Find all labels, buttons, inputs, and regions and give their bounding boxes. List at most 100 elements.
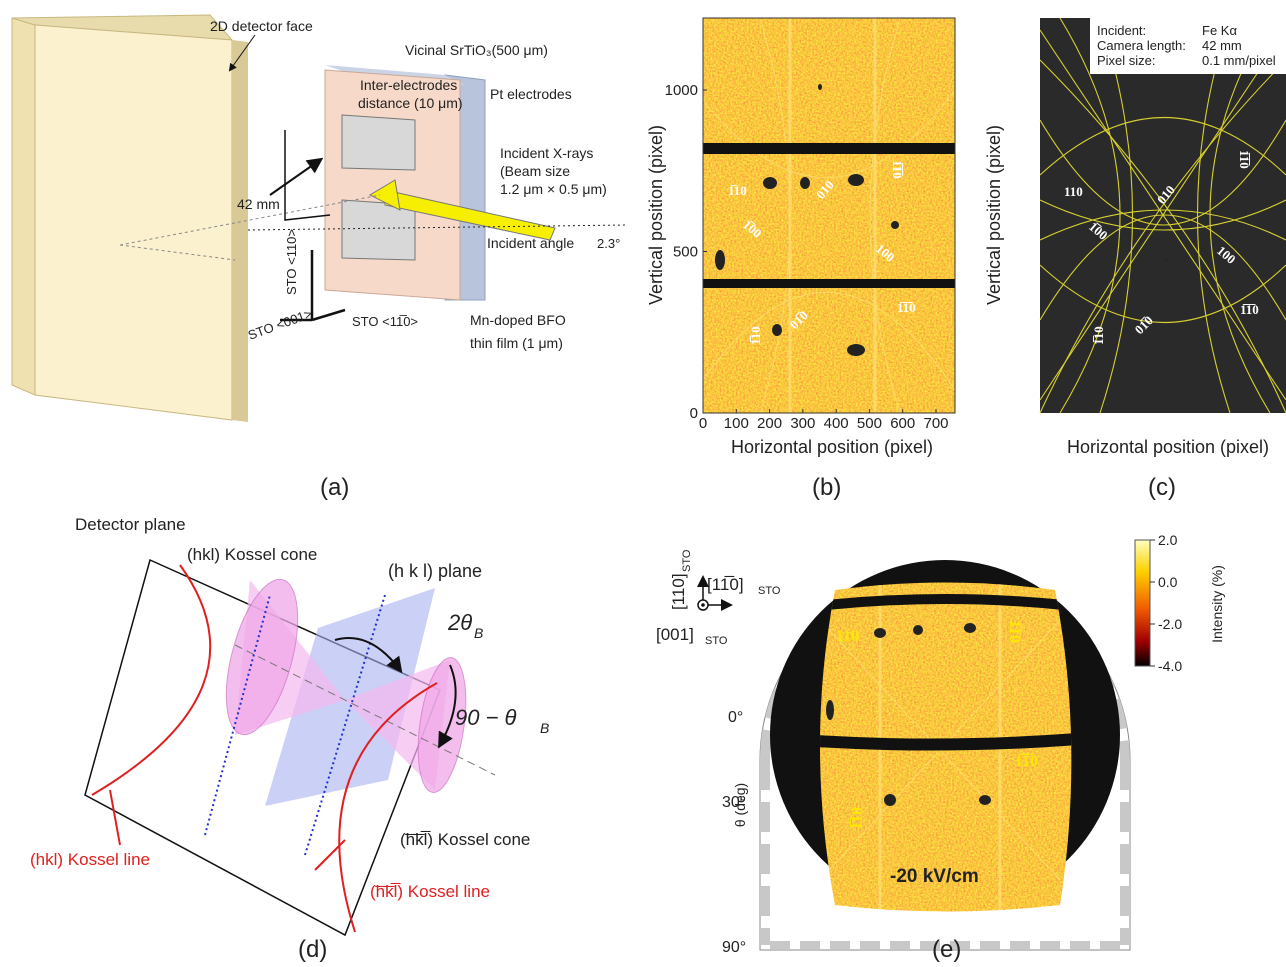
x-tick-label: 300 [790, 415, 815, 432]
label: Pixel size: [1097, 53, 1156, 68]
label: (c) [1148, 474, 1176, 501]
shape [964, 623, 976, 633]
label: Mn-doped BFO [470, 312, 566, 328]
label: 2θ [447, 610, 472, 635]
shape [763, 177, 777, 189]
panel-c: × Incident: Fe Kα Camera length: 42 mm P… [984, 18, 1286, 501]
x-tick-label: 500 [857, 415, 882, 432]
shape [715, 250, 725, 270]
label: (d) [298, 936, 327, 963]
y-tick-label: 1000 [665, 82, 698, 99]
shape [312, 310, 345, 320]
label: (hkl) Kossel cone [187, 545, 317, 564]
x-tick-label: 400 [824, 415, 849, 432]
label: (b) [812, 474, 841, 501]
label: 0° [728, 709, 743, 726]
label: 1̅10 [1006, 620, 1024, 643]
y-tick-label: 500 [673, 244, 698, 261]
label: Horizontal position (pixel) [731, 437, 933, 457]
shape: 2.0 0.0 -2.0 -4.0 [1150, 532, 1182, 674]
panel-a: 2D detector face Vicinal SrTiO₃(500 μm) … [12, 15, 625, 501]
shape [342, 115, 415, 170]
label: 1.2 μm × 0.5 μm) [500, 181, 607, 197]
shape [703, 18, 955, 413]
shape [12, 18, 35, 395]
shape [232, 40, 248, 422]
label: 1̅10 [1091, 326, 1106, 345]
shape [1135, 540, 1150, 666]
figure: 2D detector face Vicinal SrTiO₃(500 μm) … [0, 0, 1286, 967]
label: B [474, 625, 483, 641]
label: STO <11̅0> [352, 314, 418, 329]
panel-b: 1̅1̅0 1̅10 010 1̅00 100 1̅1̅0 1̅10 01̅0 … [646, 18, 955, 501]
shape [800, 177, 810, 189]
shape [35, 25, 232, 420]
label: STO <001> [246, 306, 314, 343]
label: 90 − θ [455, 705, 517, 730]
colorbar-tick-label: 0.0 [1158, 574, 1178, 590]
y-tick-label: 0 [690, 405, 698, 422]
label: 110 [1064, 184, 1083, 199]
label: (Beam size [500, 163, 570, 179]
label: Inter-electrodes [360, 77, 457, 93]
label: Vertical position (pixel) [984, 125, 1004, 305]
label: -20 kV/cm [890, 866, 979, 887]
label: Incident X-rays [500, 145, 593, 161]
shape [884, 794, 896, 806]
x-tick-label: 600 [890, 415, 915, 432]
colorbar-tick-label: 2.0 [1158, 532, 1178, 548]
label: (hkl) Kossel line [30, 850, 150, 869]
shape [701, 603, 705, 607]
shape [874, 628, 886, 638]
x-tick-label: 700 [923, 415, 948, 432]
shape [848, 174, 864, 186]
label: Incident: [1097, 23, 1146, 38]
label: 1̅1̅0 [1240, 302, 1259, 317]
label: Detector plane [75, 515, 186, 534]
label: Pt electrodes [490, 86, 572, 102]
label: 90° [722, 939, 746, 956]
shape [270, 160, 320, 195]
label: (a) [320, 474, 349, 501]
label: [001] [656, 625, 694, 644]
label: Intensity (%) [1209, 565, 1225, 643]
label: STO <110> [284, 229, 299, 295]
x-tick-label: 100 [724, 415, 749, 432]
label: STO [758, 585, 781, 597]
label: (h̅k̅l̅) Kossel cone [400, 830, 530, 849]
label: 1̅1̅0 [897, 300, 916, 315]
label: thin film (1 μm) [470, 335, 563, 351]
colorbar-tick-label: -4.0 [1158, 658, 1182, 674]
label: Incident angle [487, 235, 574, 251]
label: 42 mm [237, 196, 280, 212]
shape [703, 279, 955, 288]
label: Horizontal position (pixel) [1067, 437, 1269, 457]
panel-d: Detector plane (hkl) Kossel cone (h k l)… [30, 515, 549, 963]
label: 1̅10 [748, 326, 763, 345]
label: Vicinal SrTiO₃(500 μm) [405, 42, 548, 58]
label: 2D detector face [210, 18, 313, 34]
shape [818, 84, 822, 90]
x-tick-label: 0 [699, 415, 707, 432]
shape [913, 625, 923, 635]
shape [979, 795, 991, 805]
label: 0.1 mm/pixel [1202, 53, 1276, 68]
label: 1̅1̅0 [1015, 752, 1038, 770]
shape [285, 130, 330, 220]
label: [11̅0] [707, 575, 744, 594]
colorbar-tick-label: -2.0 [1158, 616, 1182, 632]
label: 1̅10 [848, 807, 866, 830]
label: (h k l) plane [388, 561, 482, 581]
label: [110] [669, 573, 688, 610]
label: Vertical position (pixel) [646, 125, 666, 305]
label: (h̅k̅l̅) Kossel line [370, 882, 490, 901]
label: 1̅1̅0 [1237, 150, 1252, 169]
shape [703, 143, 955, 154]
shape [847, 344, 865, 356]
label: θ (deg) [732, 783, 748, 827]
label: STO [705, 635, 728, 647]
shape [800, 738, 1090, 745]
label: 110 [836, 628, 859, 645]
label: 42 mm [1202, 38, 1242, 53]
label: (e) [932, 936, 961, 963]
